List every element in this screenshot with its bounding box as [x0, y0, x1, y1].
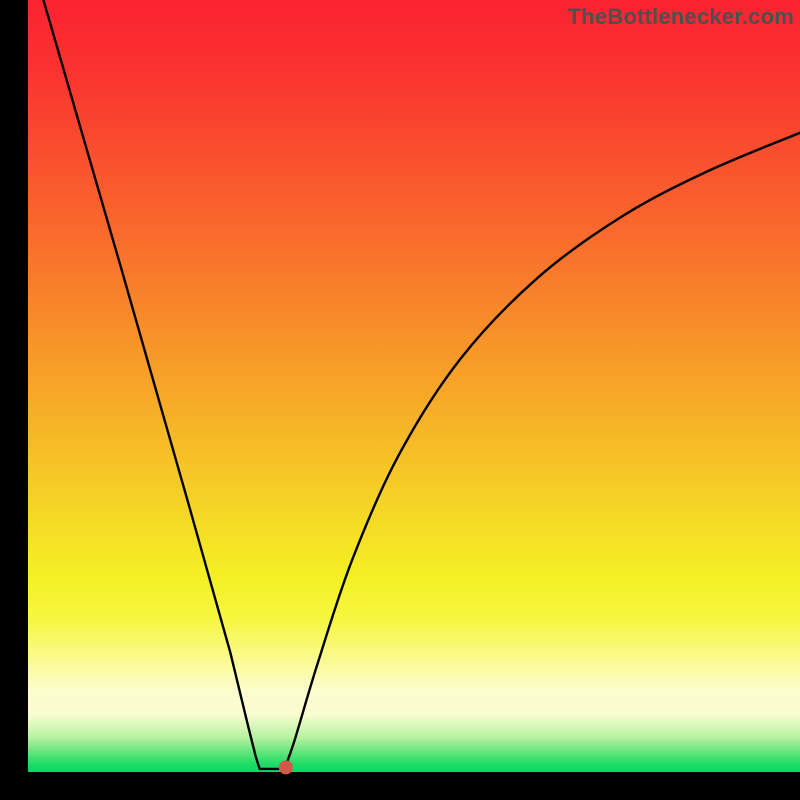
chart-svg	[0, 0, 800, 800]
watermark-text: TheBottlenecker.com	[568, 4, 794, 30]
plot-gradient-area	[28, 0, 800, 772]
optimum-marker	[279, 761, 292, 774]
chart-frame: TheBottlenecker.com	[0, 0, 800, 800]
